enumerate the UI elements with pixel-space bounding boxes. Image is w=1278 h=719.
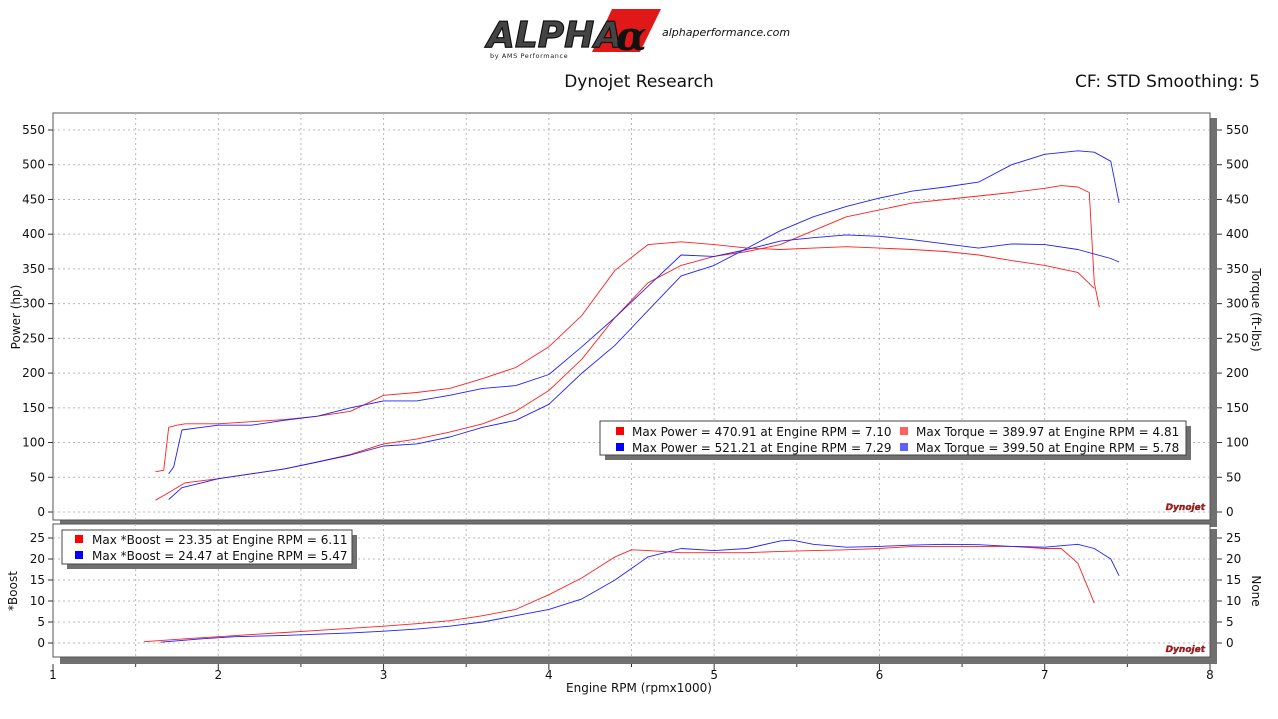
y-tick-label: 0 bbox=[37, 505, 45, 519]
panel-shadow-right bbox=[1210, 118, 1217, 527]
legend-marker-boost-run2 bbox=[75, 551, 83, 559]
y-tick-label: 200 bbox=[22, 366, 45, 380]
y-axis-label-boost: *Boost bbox=[6, 571, 20, 611]
y-tick-label: 350 bbox=[22, 262, 45, 276]
chart-title: Dynojet Research bbox=[564, 72, 714, 92]
legend-box-bottom bbox=[61, 529, 353, 565]
legend-entry-torque-run1: Max Torque = 389.97 at Engine RPM = 4.81 bbox=[916, 425, 1179, 439]
x-tick-label: 6 bbox=[876, 668, 884, 682]
logo-red-block bbox=[592, 9, 661, 52]
power-torque-panel: 0 50 100 150 200 250 300 350 400 450 500 550 0 50 100… bbox=[9, 112, 1263, 527]
y2-tick-label: 15 bbox=[1226, 573, 1241, 587]
legend-marker-power-run2 bbox=[616, 443, 624, 451]
y-tick-label: 300 bbox=[22, 297, 45, 311]
y2-tick-label: 300 bbox=[1226, 297, 1249, 311]
y2-tick-label: 500 bbox=[1226, 158, 1249, 172]
x-axis-label: Engine RPM (rpmx1000) bbox=[566, 681, 712, 695]
y-tick-label: 15 bbox=[30, 573, 45, 587]
legend-marker-power-run1 bbox=[616, 427, 624, 435]
y2-tick-label: 350 bbox=[1226, 262, 1249, 276]
y-tick-label: 5 bbox=[37, 615, 45, 629]
y2-tick-label: 25 bbox=[1226, 531, 1241, 545]
y2-axis-label-none: None bbox=[1249, 575, 1263, 606]
x-tick-label: 1 bbox=[49, 668, 57, 682]
series-boost-run1 bbox=[143, 545, 1095, 643]
y-tick-label: 10 bbox=[30, 594, 45, 608]
legend-entry-torque-run2: Max Torque = 399.50 at Engine RPM = 5.78 bbox=[916, 441, 1179, 455]
logo-text: ALPHA bbox=[484, 15, 622, 56]
y-tick-label: 500 bbox=[22, 158, 45, 172]
logo-byline: by AMS Performance bbox=[490, 52, 568, 60]
y-tick-label: 20 bbox=[30, 552, 45, 566]
y2-ticks-top: 0 50 100 150 200 250 300 350 400 450 500 550 bbox=[1217, 123, 1249, 519]
y2-axis-label-torque: Torque (ft-lbs) bbox=[1249, 267, 1263, 351]
y-tick-label: 400 bbox=[22, 227, 45, 241]
y2-tick-label: 5 bbox=[1226, 615, 1234, 629]
logo-symbol: α bbox=[616, 13, 647, 60]
correction-label: CF: STD Smoothing: 5 bbox=[1075, 72, 1260, 92]
x-tick-label: 7 bbox=[1041, 668, 1049, 682]
y2-tick-label: 200 bbox=[1226, 366, 1249, 380]
legend-entry-power-run1: Max Power = 470.91 at Engine RPM = 7.10 bbox=[632, 425, 892, 439]
y-ticks-bottom: 0 5 10 15 20 25 bbox=[30, 531, 53, 650]
x-tick-label: 2 bbox=[214, 668, 222, 682]
legend-marker-torque-run1 bbox=[900, 427, 908, 435]
y2-tick-label: 400 bbox=[1226, 227, 1249, 241]
y2-tick-label: 10 bbox=[1226, 594, 1241, 608]
y2-tick-label: 550 bbox=[1226, 123, 1249, 137]
series-torque-run2 bbox=[168, 234, 1120, 475]
y-tick-label: 550 bbox=[22, 123, 45, 137]
lines-top bbox=[155, 150, 1120, 501]
watermark-top: Dynojet bbox=[1166, 503, 1206, 513]
lines-bottom bbox=[143, 539, 1120, 643]
series-boost-run2 bbox=[160, 539, 1120, 643]
y2-tick-label: 50 bbox=[1226, 470, 1241, 484]
y2-tick-label: 20 bbox=[1226, 552, 1241, 566]
x-ticks: 1 2 3 4 5 6 7 8 bbox=[49, 664, 1214, 682]
y2-tick-label: 450 bbox=[1226, 192, 1249, 206]
y-tick-label: 50 bbox=[30, 470, 45, 484]
y2-tick-label: 250 bbox=[1226, 331, 1249, 345]
y2-tick-label: 150 bbox=[1226, 401, 1249, 415]
legend-box bbox=[599, 420, 1187, 456]
y-ticks-top: 0 50 100 150 200 250 300 350 400 450 500 550 bbox=[22, 123, 53, 519]
legend-top: Max Power = 470.91 at Engine RPM = 7.10 … bbox=[599, 420, 1191, 460]
y2-tick-label: 100 bbox=[1226, 436, 1249, 450]
boost-panel: 0 5 10 15 20 25 0 5 10 15 20 25 *Boost None Max *B… bbox=[6, 523, 1263, 664]
watermark-bottom: Dynojet bbox=[1166, 645, 1206, 655]
series-power-run2 bbox=[168, 150, 1120, 500]
y-axis-label-power: Power (hp) bbox=[9, 285, 23, 350]
legend-entry-boost-run1: Max *Boost = 23.35 at Engine RPM = 6.11 bbox=[92, 533, 348, 547]
panel-shadow-bottom-2 bbox=[60, 657, 1217, 664]
y-tick-label: 25 bbox=[30, 531, 45, 545]
y-tick-label: 100 bbox=[22, 436, 45, 450]
y-tick-label: 0 bbox=[37, 636, 45, 650]
legend-marker-boost-run1 bbox=[75, 535, 83, 543]
y-tick-label: 450 bbox=[22, 192, 45, 206]
x-tick-label: 8 bbox=[1206, 668, 1214, 682]
y-tick-label: 150 bbox=[22, 401, 45, 415]
y2-ticks-bottom: 0 5 10 15 20 25 bbox=[1217, 531, 1241, 650]
legend-marker-torque-run2 bbox=[900, 443, 908, 451]
x-tick-label: 4 bbox=[545, 668, 553, 682]
legend-bottom: Max *Boost = 23.35 at Engine RPM = 6.11 … bbox=[61, 529, 357, 569]
legend-entry-power-run2: Max Power = 521.21 at Engine RPM = 7.29 bbox=[632, 441, 892, 455]
y-tick-label: 250 bbox=[22, 331, 45, 345]
brand-logo: ALPHA α by AMS Performance alphaperforma… bbox=[483, 9, 790, 60]
legend-entry-boost-run2: Max *Boost = 24.47 at Engine RPM = 5.47 bbox=[92, 549, 348, 563]
series-torque-run1 bbox=[155, 241, 1095, 473]
x-tick-label: 3 bbox=[380, 668, 388, 682]
panel-shadow-right-2 bbox=[1210, 529, 1217, 664]
x-tick-label: 5 bbox=[710, 668, 718, 682]
y2-tick-label: 0 bbox=[1226, 636, 1234, 650]
website-text: alphaperformance.com bbox=[662, 26, 790, 39]
y2-tick-label: 0 bbox=[1226, 505, 1234, 519]
